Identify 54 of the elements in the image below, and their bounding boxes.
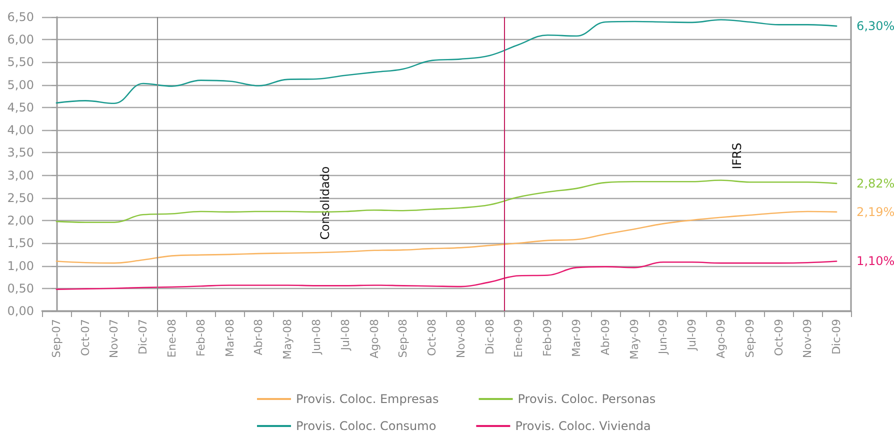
x-tick-label: Nov-09 <box>801 319 814 358</box>
x-tick-label: Feb-08 <box>194 319 208 356</box>
x-tick-label: Nov-07 <box>108 319 121 358</box>
x-tick-label: May-09 <box>628 319 641 360</box>
line-series <box>56 19 838 104</box>
x-tick-label: Ene-09 <box>512 319 526 358</box>
x-tick-label: Jun-08 <box>310 319 323 356</box>
y-tick-label: 0,00 <box>7 304 34 318</box>
x-tick-label: Sep-09 <box>743 319 756 358</box>
y-tick-label: 2,50 <box>7 190 34 205</box>
y-tick-label: 6,00 <box>7 32 34 47</box>
data-label: 2,82% <box>856 176 894 190</box>
data-label: 2,19% <box>856 204 894 219</box>
x-tick-label: Oct-08 <box>426 319 439 356</box>
x-tick-label: Jul-08 <box>338 319 352 352</box>
x-tick-label: Dic-09 <box>830 319 844 355</box>
y-tick-label: 2,00 <box>7 214 34 228</box>
x-tick-label: Dic-07 <box>136 319 150 355</box>
y-tick-label: 6,50 <box>7 10 34 24</box>
y-tick-label: 5,50 <box>7 55 34 70</box>
data-label: 1,10% <box>856 254 894 268</box>
x-tick-label: Ene-08 <box>166 319 179 358</box>
annotation: Consolidado <box>318 166 332 240</box>
legend-label: Provis. Coloc. Consumo <box>296 419 436 432</box>
x-tick-label: Oct-09 <box>772 319 786 356</box>
x-tick-label: Sep-08 <box>396 319 410 358</box>
y-tick-label: 1,00 <box>7 258 34 273</box>
x-tick-label: Jul-09 <box>686 319 699 352</box>
y-tick-label: 0,50 <box>7 281 34 296</box>
x-tick-label: Abr-08 <box>252 319 266 356</box>
annotation: IFRS <box>730 142 744 170</box>
x-tick-label: Feb-09 <box>541 319 554 356</box>
legend-label: Provis. Coloc. Personas <box>518 392 656 406</box>
legend-label: Provis. Coloc. Vivienda <box>515 419 651 432</box>
x-tick-label: Ago-08 <box>368 319 381 358</box>
x-tick-label: Dic-08 <box>483 319 496 355</box>
legend-label: Provis. Coloc. Empresas <box>296 392 439 406</box>
x-tick-label: Oct-07 <box>78 319 92 356</box>
y-tick-label: 4,50 <box>7 100 34 114</box>
x-tick-label: Mar-09 <box>570 319 584 358</box>
y-tick-label: 1,50 <box>7 236 34 250</box>
x-tick-label: Mar-08 <box>223 319 236 358</box>
y-tick-label: 5,00 <box>7 78 34 92</box>
y-tick-label: 3,00 <box>7 168 34 182</box>
y-tick-label: 3,50 <box>7 146 34 160</box>
x-tick-label: Ago-09 <box>714 319 728 358</box>
x-tick-label: Abr-09 <box>598 319 612 356</box>
data-label: 6,30% <box>856 19 894 34</box>
x-tick-label: Sep-07 <box>50 319 63 358</box>
line-series <box>56 260 838 290</box>
x-tick-label: Nov-08 <box>454 319 468 358</box>
x-tick-label: May-08 <box>281 319 294 360</box>
x-tick-label: Jun-09 <box>656 319 670 356</box>
y-tick-label: 4,00 <box>7 123 34 138</box>
